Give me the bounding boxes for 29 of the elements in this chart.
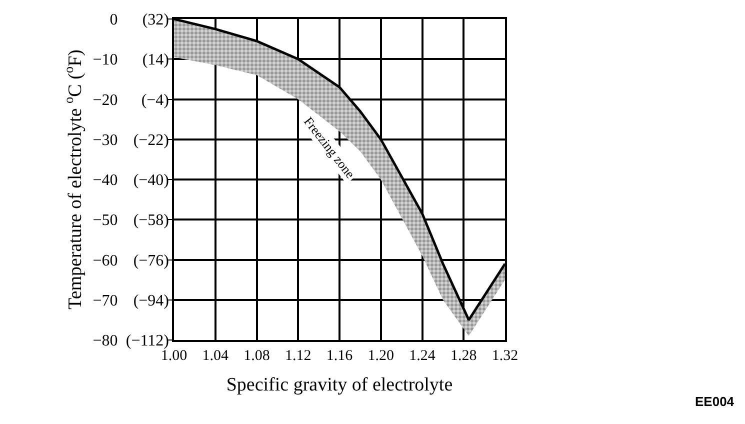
- x-tick-label: 1.04: [202, 348, 230, 364]
- y-tick-label: −20: [92, 92, 118, 109]
- x-axis-title: Specific gravity of electrolyte: [226, 374, 453, 396]
- x-tick-label: 1.20: [368, 348, 394, 364]
- x-tick-label: 1.24: [409, 348, 436, 364]
- x-tick-label: 1.32: [492, 348, 518, 364]
- y2-tick-label: (−76): [133, 252, 169, 270]
- x-tick-label: 1.00: [160, 348, 188, 364]
- x-tick-label: 1.16: [326, 348, 354, 364]
- y-tick-label: −10: [92, 52, 118, 69]
- x-tick-label: 1.28: [450, 348, 477, 364]
- y2-tick-label: (−40): [133, 172, 169, 190]
- x-tick-label: 1.08: [244, 348, 270, 364]
- y2-tick-label: (14): [142, 52, 169, 69]
- y-tick-label: −40: [92, 172, 118, 190]
- y-tick-label: −80: [92, 332, 118, 350]
- y2-tick-label: (−58): [133, 212, 169, 230]
- text: EE004: [695, 394, 735, 409]
- x-tick-label: 1.12: [285, 348, 312, 364]
- y-tick-label: −30: [92, 132, 118, 149]
- y2-tick-label: (32): [142, 12, 169, 29]
- y2-tick-label: (−22): [133, 132, 169, 149]
- y-tick-label: −70: [92, 292, 118, 310]
- y-tick-label: −60: [92, 252, 118, 270]
- y-tick-label: −50: [92, 212, 118, 230]
- y2-tick-label: (−94): [133, 292, 169, 310]
- y-tick-label: 0: [110, 12, 118, 29]
- y2-tick-label: (−112): [126, 332, 169, 350]
- y2-tick-label: (−4): [141, 92, 169, 109]
